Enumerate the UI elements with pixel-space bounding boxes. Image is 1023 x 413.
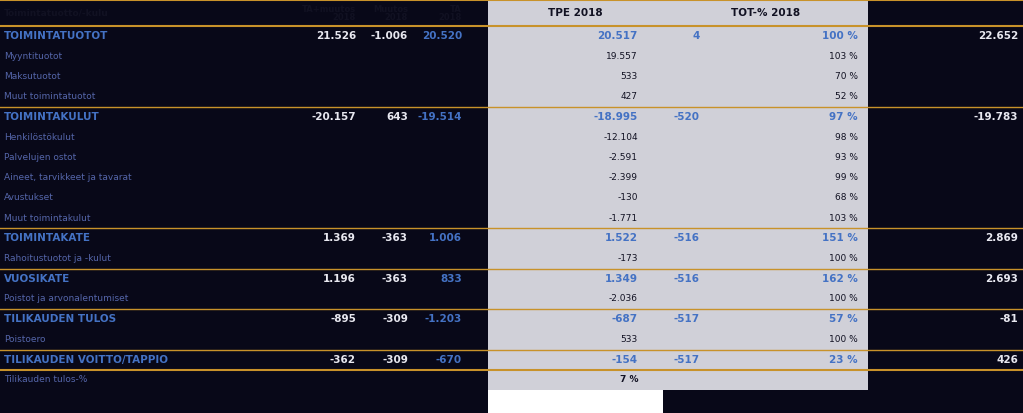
Text: 1.369: 1.369 <box>323 233 356 243</box>
Text: -173: -173 <box>618 254 638 263</box>
Text: 68 %: 68 % <box>835 193 858 202</box>
Text: 100 %: 100 % <box>822 31 858 41</box>
Text: -516: -516 <box>674 233 700 243</box>
Text: -517: -517 <box>674 355 700 365</box>
Text: 2018: 2018 <box>439 14 462 22</box>
Text: 1.196: 1.196 <box>323 274 356 284</box>
Text: Rahoitustuotot ja -kulut: Rahoitustuotot ja -kulut <box>4 254 110 263</box>
Text: 2.869: 2.869 <box>985 233 1018 243</box>
Text: 103 %: 103 % <box>830 214 858 223</box>
Text: 19.557: 19.557 <box>607 52 638 61</box>
Text: 100 %: 100 % <box>830 335 858 344</box>
Text: TOT-% 2018: TOT-% 2018 <box>731 8 800 18</box>
Text: 7 %: 7 % <box>620 375 638 385</box>
Text: TA+muutos: TA+muutos <box>302 5 356 14</box>
Text: 20.520: 20.520 <box>421 31 462 41</box>
Text: 2.693: 2.693 <box>985 274 1018 284</box>
Text: 533: 533 <box>621 335 638 344</box>
Text: 70 %: 70 % <box>835 72 858 81</box>
Text: 98 %: 98 % <box>835 133 858 142</box>
Text: -363: -363 <box>382 233 408 243</box>
Text: 2018: 2018 <box>332 14 356 22</box>
Text: TOIMINTAKULUT: TOIMINTAKULUT <box>4 112 100 122</box>
Text: 21.526: 21.526 <box>316 31 356 41</box>
Text: -154: -154 <box>612 355 638 365</box>
Text: Tilikauden tulos-%: Tilikauden tulos-% <box>4 375 87 385</box>
Text: -1.006: -1.006 <box>370 31 408 41</box>
Text: 52 %: 52 % <box>835 92 858 101</box>
Text: -520: -520 <box>674 112 700 122</box>
Text: Muut toimintakulut: Muut toimintakulut <box>4 214 90 223</box>
Text: 93 %: 93 % <box>835 153 858 162</box>
Text: 1.349: 1.349 <box>605 274 638 284</box>
Text: Maksutuotot: Maksutuotot <box>4 72 60 81</box>
Text: Palvelujen ostot: Palvelujen ostot <box>4 153 77 162</box>
Text: 57 %: 57 % <box>830 314 858 324</box>
Text: 23 %: 23 % <box>830 355 858 365</box>
Text: Myyntituotot: Myyntituotot <box>4 52 62 61</box>
Text: -20.157: -20.157 <box>311 112 356 122</box>
Text: Muut toimintatuotot: Muut toimintatuotot <box>4 92 95 101</box>
Text: 97 %: 97 % <box>830 112 858 122</box>
Text: TILIKAUDEN VOITTO/TAPPIO: TILIKAUDEN VOITTO/TAPPIO <box>4 355 168 365</box>
Text: Poistoero: Poistoero <box>4 335 45 344</box>
Text: Toimintatuotto/-kulu: Toimintatuotto/-kulu <box>4 9 108 17</box>
Text: 103 %: 103 % <box>830 52 858 61</box>
Text: TILIKAUDEN TULOS: TILIKAUDEN TULOS <box>4 314 117 324</box>
Text: -19.514: -19.514 <box>417 112 462 122</box>
Text: 151 %: 151 % <box>822 233 858 243</box>
Text: Muutos: Muutos <box>373 5 408 14</box>
Text: Henkilöstökulut: Henkilöstökulut <box>4 133 75 142</box>
Text: 99 %: 99 % <box>835 173 858 182</box>
Text: -1.771: -1.771 <box>609 214 638 223</box>
Text: -362: -362 <box>330 355 356 365</box>
Text: TPE 2018: TPE 2018 <box>548 8 603 18</box>
Text: 1.006: 1.006 <box>429 233 462 243</box>
Text: -670: -670 <box>436 355 462 365</box>
Text: Aineet, tarvikkeet ja tavarat: Aineet, tarvikkeet ja tavarat <box>4 173 132 182</box>
Text: -517: -517 <box>674 314 700 324</box>
Text: -81: -81 <box>999 314 1018 324</box>
Bar <box>488 0 663 390</box>
Text: 2018: 2018 <box>385 14 408 22</box>
Text: -309: -309 <box>383 355 408 365</box>
Text: -2.036: -2.036 <box>609 294 638 304</box>
Text: 426: 426 <box>996 355 1018 365</box>
Bar <box>663 0 868 390</box>
Text: -516: -516 <box>674 274 700 284</box>
Text: TOIMINTAKATE: TOIMINTAKATE <box>4 233 91 243</box>
Text: -18.995: -18.995 <box>593 112 638 122</box>
Text: VUOSIKATE: VUOSIKATE <box>4 274 71 284</box>
Text: 20.517: 20.517 <box>597 31 638 41</box>
Text: Poistot ja arvonalentumiset: Poistot ja arvonalentumiset <box>4 294 128 304</box>
Text: -2.591: -2.591 <box>609 153 638 162</box>
Text: 100 %: 100 % <box>830 294 858 304</box>
Text: TA: TA <box>450 5 462 14</box>
Text: -363: -363 <box>382 274 408 284</box>
Text: -309: -309 <box>383 314 408 324</box>
Text: 833: 833 <box>440 274 462 284</box>
Text: -1.203: -1.203 <box>425 314 462 324</box>
Bar <box>488 390 663 413</box>
Text: -130: -130 <box>618 193 638 202</box>
Text: -19.783: -19.783 <box>974 112 1018 122</box>
Text: 427: 427 <box>621 92 638 101</box>
Text: 162 %: 162 % <box>822 274 858 284</box>
Text: -12.104: -12.104 <box>604 133 638 142</box>
Text: -2.399: -2.399 <box>609 173 638 182</box>
Text: 22.652: 22.652 <box>978 31 1018 41</box>
Text: 100 %: 100 % <box>830 254 858 263</box>
Text: 643: 643 <box>386 112 408 122</box>
Text: -687: -687 <box>612 314 638 324</box>
Text: TOIMINTATUOTOT: TOIMINTATUOTOT <box>4 31 108 41</box>
Text: 4: 4 <box>693 31 700 41</box>
Text: Avustukset: Avustukset <box>4 193 54 202</box>
Text: -895: -895 <box>330 314 356 324</box>
Text: 1.522: 1.522 <box>605 233 638 243</box>
Text: 533: 533 <box>621 72 638 81</box>
